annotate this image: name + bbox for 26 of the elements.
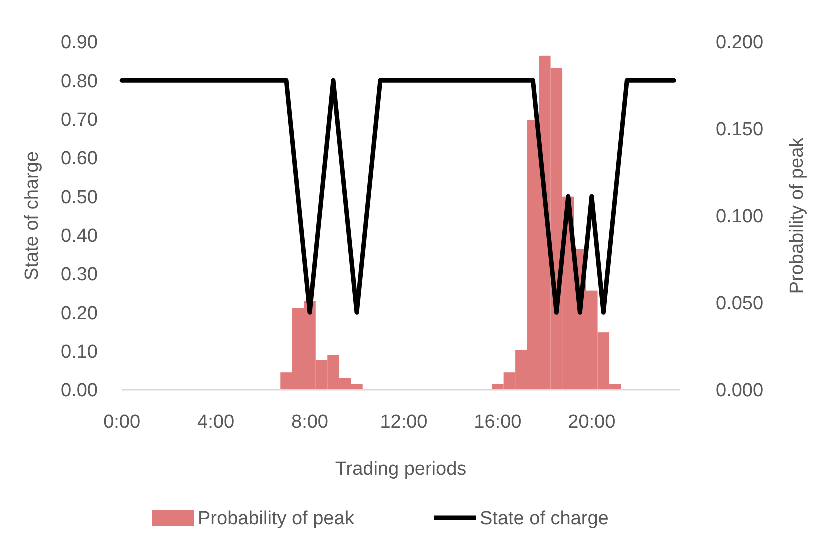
y-axis-title: State of charge	[22, 152, 43, 280]
y-tick-label: 0.50	[61, 187, 98, 208]
y2-axis-title: Probability of peak	[787, 137, 808, 294]
y-tick-label: 0.70	[61, 110, 98, 131]
y-tick-label: 0.00	[61, 380, 98, 402]
x-tick-label: 8:00	[292, 412, 328, 433]
y-tick-label: 0.30	[61, 264, 98, 286]
legend-label: Probability of peak	[198, 508, 355, 530]
legend-label: State of charge	[480, 508, 609, 530]
y2-tick-label: 0.100	[716, 206, 764, 228]
y2-tick-label: 0.150	[716, 120, 764, 141]
x-tick-label: 20:00	[568, 412, 616, 433]
x-tick-label: 12:00	[380, 412, 428, 433]
y2-tick-label: 0.000	[716, 380, 764, 402]
y-tick-label: 0.60	[61, 148, 98, 170]
y-tick-label: 0.90	[61, 32, 98, 54]
x-tick-label: 16:00	[474, 412, 522, 433]
x-tick-label: 0:00	[104, 412, 141, 433]
y-tick-label: 0.20	[61, 303, 98, 324]
x-tick-label: 4:00	[198, 412, 235, 433]
x-axis-title: Trading periods	[335, 459, 467, 480]
y2-tick-label: 0.050	[716, 294, 764, 315]
y-tick-label: 0.80	[61, 71, 98, 92]
y-tick-label: 0.10	[61, 342, 98, 363]
y-tick-label: 0.40	[61, 226, 98, 247]
y2-tick-label: 0.200	[716, 32, 764, 54]
